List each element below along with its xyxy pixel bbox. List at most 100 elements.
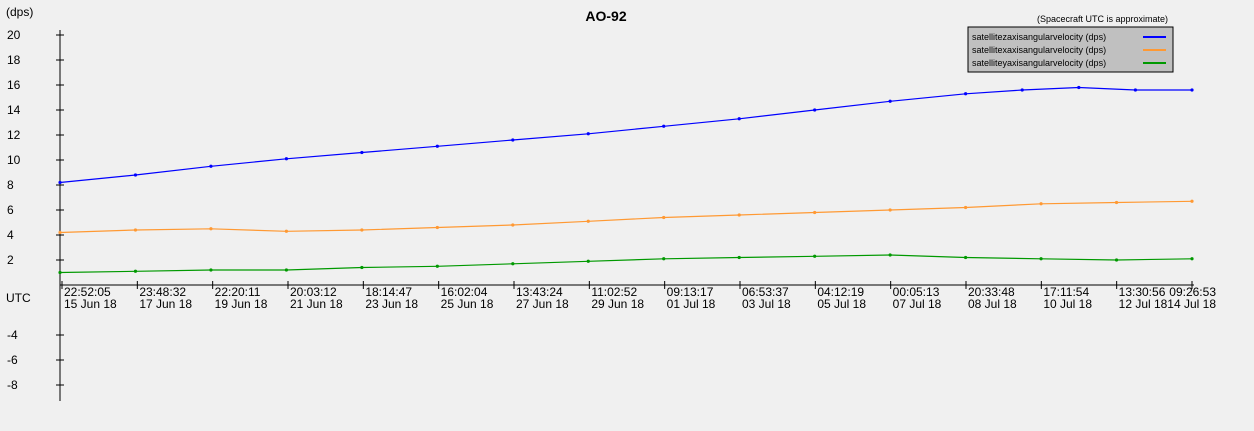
x-tick-date: 23 Jun 18: [365, 297, 418, 311]
series-point-0: [964, 92, 968, 96]
x-tick-time: 23:48:32: [139, 285, 186, 299]
x-tick-date: 21 Jun 18: [290, 297, 343, 311]
series-point-2: [435, 264, 439, 268]
x-tick-time: 11:02:52: [591, 285, 637, 299]
series-point-1: [586, 219, 590, 223]
series-point-2: [360, 265, 364, 270]
y-tick-label: -8: [7, 378, 18, 392]
series-group: [58, 85, 1194, 275]
x-tick-date: 08 Jul 18: [968, 297, 1017, 311]
y-tick-label: 4: [7, 228, 14, 242]
series-point-1: [435, 225, 439, 230]
series-point-2: [964, 255, 968, 260]
series-point-2: [133, 269, 138, 273]
x-tick-date: 17 Jun 18: [139, 297, 192, 311]
series-point-0: [58, 180, 62, 185]
series-point-2: [586, 259, 590, 263]
x-tick-time: 09:26:53: [1169, 285, 1216, 299]
series-point-1: [1190, 199, 1194, 203]
y-tick-label: 18: [7, 53, 21, 67]
x-tick-date: 03 Jul 18: [742, 297, 791, 311]
series-point-1: [964, 205, 968, 210]
x-tick-date: 12 Jul 18: [1119, 297, 1168, 311]
utc-note: (Spacecraft UTC is approximate): [1037, 14, 1168, 24]
x-tick-date: 29 Jun 18: [591, 297, 644, 311]
series-point-2: [511, 262, 515, 266]
x-tick-time: 22:20:11: [215, 285, 261, 299]
series-point-0: [284, 157, 288, 161]
x-tick-time: 17:11:54: [1043, 285, 1089, 299]
series-point-0: [435, 144, 439, 148]
series-point-0: [1077, 85, 1081, 90]
axes: [59, 30, 1194, 401]
series-point-2: [1190, 257, 1194, 261]
series-point-1: [360, 228, 364, 232]
series-point-2: [209, 268, 213, 272]
y-axis-label: (dps): [6, 5, 33, 19]
legend-label-x: satellitexaxisangularvelocity (dps): [972, 45, 1106, 55]
y-tick-label: 6: [7, 203, 14, 217]
y-tick-label: 8: [7, 178, 14, 192]
y-tick-label: 2: [7, 253, 14, 267]
series-line-1: [59, 200, 1193, 234]
y-tick-label: -4: [7, 328, 18, 342]
x-tick-time: 20:03:12: [290, 285, 337, 299]
series-point-2: [888, 253, 892, 257]
series-point-1: [813, 210, 817, 215]
legend-box: [967, 26, 1174, 73]
series-point-0: [888, 99, 892, 103]
chart-title: AO-92: [585, 8, 626, 24]
series-point-1: [662, 215, 666, 220]
x-tick-time: 22:52:05: [64, 285, 111, 299]
series-point-0: [662, 124, 666, 128]
series-point-1: [209, 227, 213, 231]
x-tick-date: 05 Jul 18: [817, 297, 866, 311]
legend: satellitezaxisangularvelocity (dps) sate…: [967, 26, 1174, 73]
y-tick-label: 12: [7, 128, 21, 142]
series-point-0: [1020, 88, 1024, 92]
y-tick-label: -6: [7, 353, 18, 367]
series-point-0: [209, 164, 213, 168]
series-point-2: [813, 254, 817, 258]
series-point-2: [662, 257, 666, 261]
series-point-2: [737, 255, 741, 260]
series-point-1: [133, 228, 138, 232]
x-tick-date: 15 Jun 18: [64, 297, 117, 311]
x-tick-time: 16:02:04: [441, 285, 488, 299]
series-point-0: [133, 173, 138, 177]
series-line-0: [59, 86, 1192, 184]
y-tick-label: 20: [7, 28, 21, 42]
series-point-0: [511, 138, 515, 142]
x-axis-label: UTC: [6, 291, 31, 305]
series-point-1: [1039, 202, 1043, 206]
series-point-2: [58, 270, 62, 275]
series-point-1: [1114, 200, 1119, 205]
series-point-1: [58, 230, 62, 235]
x-tick-time: 06:53:37: [742, 285, 789, 299]
y-tick-label: 16: [7, 78, 21, 92]
x-tick-date: 07 Jul 18: [893, 297, 942, 311]
series-line-2: [59, 254, 1193, 274]
series-point-0: [1190, 88, 1194, 92]
series-point-2: [284, 268, 288, 272]
legend-label-y: satelliteyaxisangularvelocity (dps): [972, 58, 1106, 68]
series-point-2: [1114, 258, 1119, 262]
series-point-0: [360, 150, 364, 155]
series-point-2: [1039, 257, 1043, 261]
legend-label-z: satellitezaxisangularvelocity (dps): [972, 32, 1106, 42]
y-tick-label: 14: [7, 103, 21, 117]
series-point-1: [284, 229, 288, 233]
x-tick-time: 18:14:47: [365, 285, 412, 299]
y-tick-label: 10: [7, 153, 21, 167]
x-tick-time: 00:05:13: [893, 285, 940, 299]
x-tick-time: 13:30:56: [1119, 285, 1166, 299]
x-tick-date: 19 Jun 18: [215, 297, 268, 311]
series-point-0: [813, 108, 817, 112]
x-tick-time: 20:33:48: [968, 285, 1015, 299]
x-tick-date: 27 Jun 18: [516, 297, 569, 311]
series-point-0: [586, 132, 590, 136]
x-tick-time: 09:13:17: [667, 285, 714, 299]
x-tick-date: 01 Jul 18: [667, 297, 716, 311]
